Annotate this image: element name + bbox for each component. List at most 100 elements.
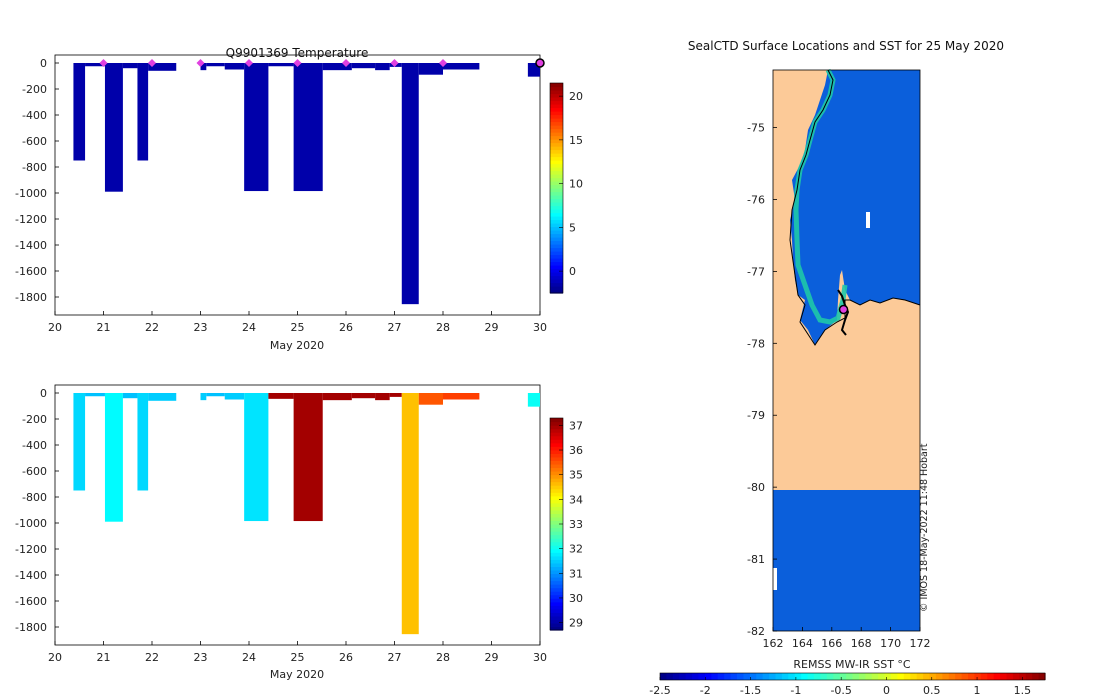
sst-colorbar-tick-label-0: -2.5 [649,684,670,697]
x-tick-label-1-8: 28 [436,651,450,664]
sst-colorbar-segment-18 [775,673,783,680]
colorbar-segment-0-47 [550,125,563,130]
colorbar-segment-1-8 [550,598,563,603]
colorbar-segment-0-29 [550,188,563,193]
colorbar-segment-1-38 [550,492,563,497]
x-tick-label-0-6: 26 [339,321,353,334]
colorbar-segment-1-44 [550,471,563,476]
colorbar-segment-0-12 [550,247,563,252]
profile-bar-1-10 [268,393,294,399]
colorbar-segment-1-33 [550,509,563,514]
sst-colorbar-segment-14 [749,673,757,680]
colorbar-tick-label-1-4: 33 [569,518,583,531]
sst-colorbar-segment-31 [858,673,866,680]
y-tick-label-1-9: -1800 [15,621,47,634]
colorbar-segment-0-18 [550,226,563,231]
colorbar-frame-0 [549,82,564,294]
profile-bar-1-2 [104,393,123,522]
sst-colorbar-segment-46 [955,673,963,680]
sst-colorbar-segment-49 [974,673,982,680]
x-tick-label-1-3: 23 [194,651,208,664]
sst-colorbar-segment-4 [685,673,693,680]
colorbar-segment-1-39 [550,488,563,493]
x-tick-label-1-2: 22 [145,651,159,664]
map-y-tick-label-2: -77 [747,265,765,278]
colorbar-segment-1-13 [550,580,563,585]
profile-bar-1-8 [224,393,245,400]
map-x-tick-label-0: 162 [763,637,784,650]
sst-colorbar-segment-37 [897,673,905,680]
sst-colorbar-segment-16 [762,673,770,680]
colorbar-tick-label-1-0: 29 [569,617,583,630]
sst-colorbar-segment-13 [743,673,751,680]
colorbar-segment-0-31 [550,181,563,186]
colorbar-segment-0-39 [550,153,563,158]
sst-colorbar-segment-21 [794,673,802,680]
map-y-tick-label-1: -76 [747,193,765,206]
profile-bar-1-0 [73,393,86,491]
colorbar-tick-label-0-1: 5 [569,221,576,234]
salinity-xlabel: May 2020 [270,668,324,681]
profile-bar-1-3 [122,393,138,399]
colorbar-tick-label-1-6: 35 [569,469,583,482]
sst-colorbar-segment-12 [737,673,745,680]
y-tick-label-0-3: -600 [22,135,47,148]
profile-bar-0-16 [401,63,419,305]
colorbar-segment-1-21 [550,552,563,557]
sst-colorbar-frame [659,672,1046,681]
colorbar-segment-1-23 [550,545,563,550]
colorbar-tick-label-0-0: 0 [569,265,576,278]
colorbar-segment-1-2 [550,619,563,624]
colorbar-segment-1-10 [550,591,563,596]
colorbar-segment-0-6 [550,268,563,273]
colorbar-segment-0-35 [550,167,563,172]
colorbar-segment-0-33 [550,174,563,179]
colorbar-segment-1-15 [550,573,563,578]
x-tick-label-0-5: 25 [291,321,305,334]
map-x-tick-label-4: 170 [880,637,901,650]
sst-missing-patch [866,212,870,228]
profile-bar-0-12 [322,63,352,71]
y-tick-label-0-7: -1400 [15,239,47,252]
profile-bar-1-11 [293,393,323,522]
colorbar-segment-0-45 [550,132,563,137]
colorbar-segment-0-30 [550,184,563,189]
sst-colorbar-segment-30 [852,673,860,680]
profile-bar-1-17 [418,393,443,405]
seal-position-marker [838,304,849,315]
colorbar-segment-1-32 [550,513,563,518]
colorbar-segment-0-42 [550,142,563,147]
profile-bar-1-16 [401,393,419,635]
ross-sea-area [790,70,920,345]
y-tick-label-1-1: -200 [22,413,47,426]
colorbar-segment-0-44 [550,135,563,140]
colorbar-segment-0-0 [550,289,563,294]
y-tick-label-1-2: -400 [22,439,47,452]
colorbar-segment-0-40 [550,149,563,154]
sst-colorbar-segment-7 [704,673,712,680]
colorbar-segment-1-58 [550,421,563,426]
sst-map-axes-box [772,69,921,632]
profile-bar-1-19 [527,393,540,407]
profile-bar-1-18 [443,393,480,400]
y-tick-label-1-7: -1400 [15,569,47,582]
colorbar-segment-0-59 [550,83,563,88]
x-tick-label-0-8: 28 [436,321,450,334]
map-x-tick-label-5: 172 [910,637,931,650]
image-credit: © IMOS 18-May-2022 11:48 Hobart [919,443,930,612]
map-x-tick-label-1: 164 [792,637,813,650]
colorbar-segment-1-37 [550,495,563,500]
colorbar-segment-0-34 [550,170,563,175]
y-tick-label-1-3: -600 [22,465,47,478]
colorbar-segment-1-3 [550,615,563,620]
colorbar-segment-0-19 [550,223,563,228]
seal-track [837,289,850,336]
colorbar-tick-label-1-3: 32 [569,543,583,556]
colorbar-segment-0-32 [550,177,563,182]
x-tick-label-0-0: 20 [48,321,62,334]
colorbar-segment-1-5 [550,608,563,613]
colorbar-segment-1-6 [550,605,563,610]
colorbar-segment-0-8 [550,261,563,266]
colorbar-segment-1-46 [550,463,563,469]
y-tick-label-1-0: 0 [40,387,47,400]
